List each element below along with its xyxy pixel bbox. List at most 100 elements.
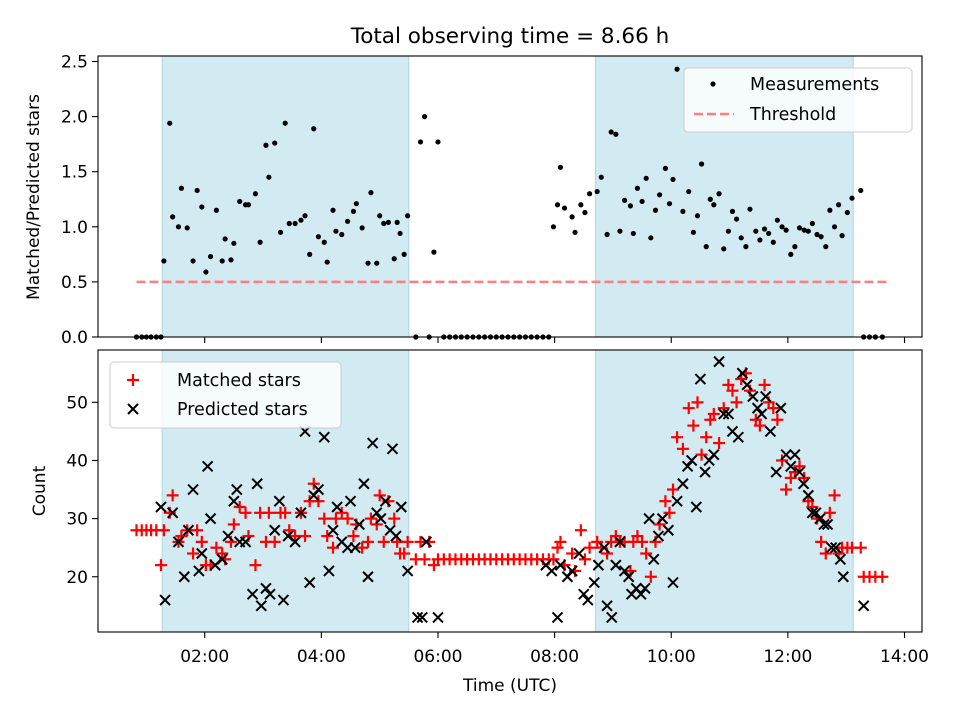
matched-star-point <box>398 547 411 560</box>
predicted-star-point <box>401 565 414 577</box>
matched-star-point <box>356 541 369 554</box>
matched-star-point <box>566 547 579 560</box>
matched-star-point <box>687 419 700 432</box>
matched-star-point <box>239 506 252 519</box>
matched-star-point <box>377 535 390 548</box>
measurement-point <box>167 120 173 126</box>
measurement-point <box>368 190 374 196</box>
measurement-point <box>757 237 763 243</box>
matched-star-point <box>713 437 726 450</box>
predicted-star-point <box>722 408 735 420</box>
predicted-star-point <box>818 518 830 531</box>
measurement-point <box>203 269 209 275</box>
measurement-point <box>282 120 288 126</box>
predicted-star-point <box>814 512 826 525</box>
predicted-star-point <box>196 547 208 560</box>
measurement-point <box>321 239 327 245</box>
predicted-star-point <box>303 576 316 589</box>
top-legend-box <box>683 67 913 133</box>
measurement-point <box>333 228 339 234</box>
measurement-point <box>823 244 829 250</box>
predicted-star-point <box>260 582 272 595</box>
measurement-point <box>662 165 669 171</box>
predicted-star-point <box>834 553 847 566</box>
predicted-star-point <box>578 588 590 600</box>
predicted-star-point <box>699 466 711 478</box>
predicted-star-point <box>566 565 578 577</box>
measurement-point <box>561 205 568 211</box>
measurement-point <box>377 213 383 219</box>
predicted-star-point <box>755 408 768 420</box>
predicted-star-point <box>172 536 185 548</box>
bottom-y-tick-label: 20 <box>66 568 88 588</box>
predicted-star-point <box>554 559 567 571</box>
measurement-point <box>703 244 709 250</box>
predicted-star-point <box>264 588 276 600</box>
predicted-star-point <box>732 431 745 443</box>
matched-star-point <box>707 407 720 420</box>
matched-star-point <box>227 518 240 531</box>
predicted-star-point <box>416 611 428 624</box>
matched-star-point <box>195 535 208 548</box>
matched-star-point <box>776 454 789 467</box>
measurement-point <box>733 216 740 222</box>
predicted-star-point <box>193 565 205 577</box>
predicted-star-point <box>588 576 600 589</box>
measurement-point <box>630 230 636 237</box>
measurement-point <box>690 229 697 235</box>
predicted-star-point <box>582 594 594 606</box>
predicted-star-point <box>573 547 585 560</box>
predicted-star-point <box>747 390 759 403</box>
predicted-star-point <box>606 611 618 624</box>
x-tick-label: 10:00 <box>647 647 696 667</box>
predicted-star-point <box>551 611 564 624</box>
predicted-star-point <box>277 594 290 606</box>
predicted-star-point <box>793 466 806 478</box>
matched-star-point <box>191 524 204 537</box>
measurement-point <box>839 233 845 239</box>
matched-star-point <box>388 512 401 525</box>
top-y-tick-label: 0.5 <box>61 273 88 293</box>
measurement-point <box>792 244 798 250</box>
measurement-point <box>783 227 789 233</box>
matched-star-point <box>682 402 695 415</box>
bottom-y-tick-label: 40 <box>66 451 88 471</box>
measurement-point <box>330 207 336 213</box>
measurement-point <box>178 185 184 191</box>
predicted-star-point <box>362 571 374 583</box>
measurement-point <box>725 228 731 234</box>
bottom-legend-box <box>109 361 342 429</box>
measurement-point <box>617 228 623 234</box>
predicted-star-point <box>829 541 842 554</box>
matched-star-point <box>551 541 564 554</box>
measurement-point <box>175 224 182 230</box>
matched-star-point <box>578 553 591 566</box>
measurement-point <box>228 257 234 263</box>
predicted-star-point <box>610 559 622 571</box>
x-tick-label: 04:00 <box>297 647 346 667</box>
measurement-point <box>374 260 380 266</box>
x-tick-label: 08:00 <box>530 647 579 667</box>
measurement-point <box>161 258 167 264</box>
predicted-star-point <box>643 512 655 525</box>
measurement-point <box>608 129 614 135</box>
measurement-point <box>836 202 842 208</box>
measurement-point <box>554 202 561 208</box>
predicted-star-point <box>639 582 651 595</box>
x-tick-label: 02:00 <box>180 647 229 667</box>
matched-star-point <box>700 431 713 444</box>
matched-star-point <box>233 500 246 513</box>
measurement-point <box>753 228 759 234</box>
predicted-star-point <box>806 507 819 519</box>
top-x-axis <box>204 337 906 343</box>
measurement-point <box>572 229 578 235</box>
measurement-point <box>738 235 744 241</box>
legend-measurements-label: Measurements <box>750 75 879 95</box>
predicted-star-point <box>366 437 379 449</box>
matched-star-point <box>362 535 375 548</box>
measurement-point <box>397 230 403 237</box>
predicted-star-point <box>780 448 792 461</box>
predicted-star-point <box>614 536 626 548</box>
measurement-point <box>627 203 634 209</box>
predicted-star-point <box>789 448 801 461</box>
